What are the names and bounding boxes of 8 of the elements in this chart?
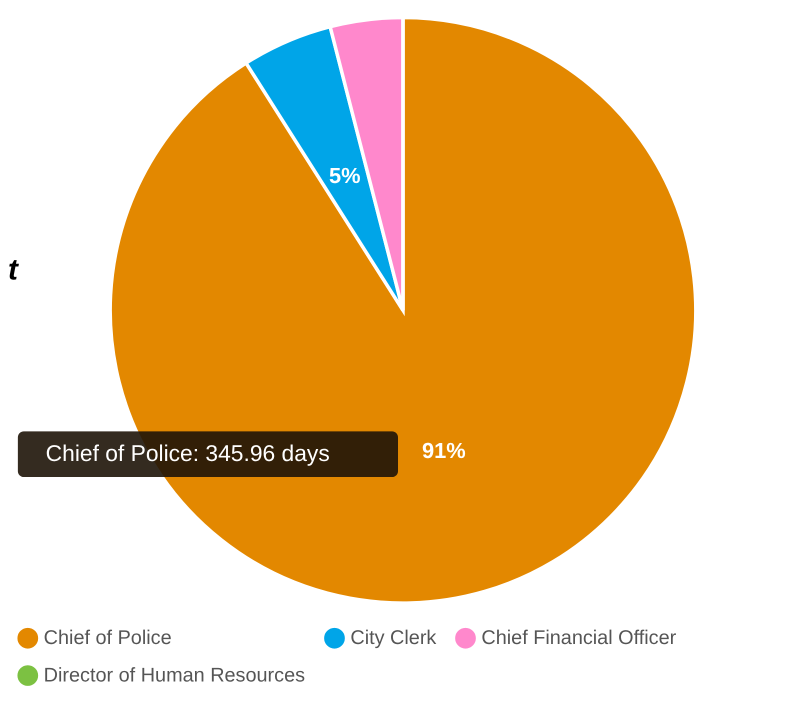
legend-label: Chief Financial Officer [481, 627, 677, 650]
data-label: 91% [422, 438, 466, 463]
text: Chief of Police: 345.96 days [46, 440, 330, 466]
legend-label: City Clerk [350, 627, 436, 650]
data-label: 5% [329, 162, 361, 188]
legend-label: Chief of Police [44, 627, 172, 650]
legend-label: Director of Human Resources [44, 664, 306, 686]
text: t [8, 254, 19, 287]
